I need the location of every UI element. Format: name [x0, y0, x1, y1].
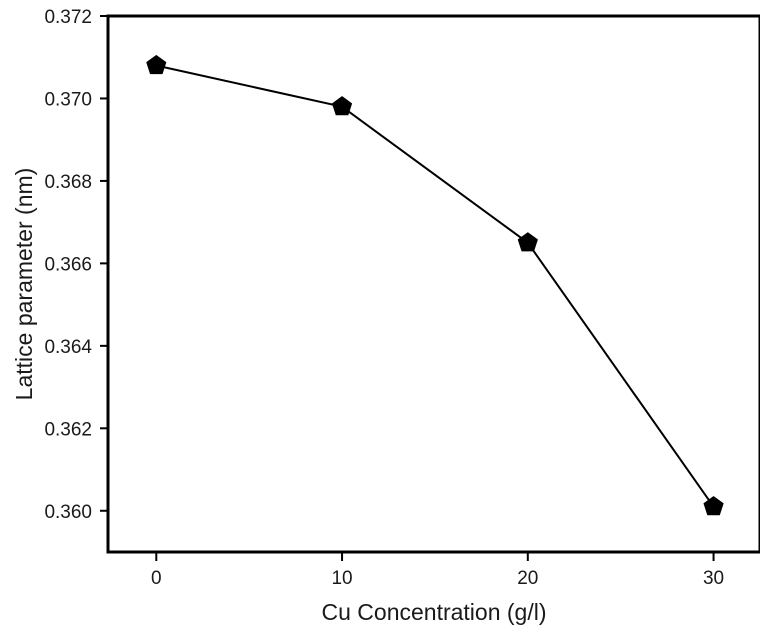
y-tick-label: 0.362 [44, 419, 92, 440]
x-axis-ticks: 0 10 20 30 [151, 552, 724, 589]
y-tick-label: 0.370 [44, 89, 92, 110]
y-tick-label: 0.368 [44, 172, 92, 193]
x-tick-label: 0 [151, 568, 162, 589]
y-axis-label: Lattice parameter (nm) [11, 168, 37, 401]
x-tick-label: 20 [517, 568, 538, 589]
x-tick-label: 10 [331, 568, 352, 589]
y-axis-ticks: 0.360 0.362 0.364 0.366 0.368 0.370 0.372 [44, 7, 108, 523]
series-line [156, 64, 715, 508]
data-point-pentagon [332, 96, 353, 116]
data-point-pentagon [146, 54, 167, 75]
y-tick-label: 0.366 [44, 254, 92, 275]
x-axis-label: Cu Concentration (g/l) [322, 599, 547, 625]
x-tick-label: 30 [703, 568, 724, 589]
y-tick-label: 0.360 [44, 502, 92, 523]
y-tick-label: 0.364 [44, 337, 92, 358]
y-tick-label: 0.372 [44, 7, 92, 28]
series-layer [146, 54, 724, 516]
data-point-pentagon [517, 232, 538, 252]
plot-frame [106, 14, 760, 554]
data-point-pentagon [703, 496, 724, 516]
